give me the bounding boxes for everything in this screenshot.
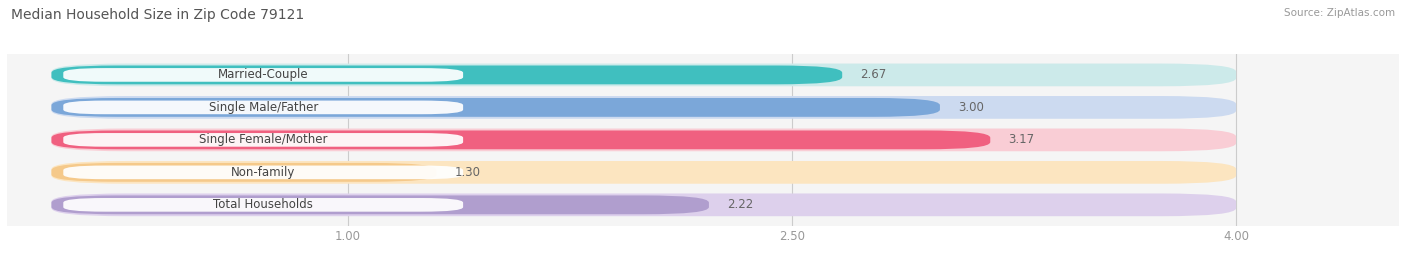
FancyBboxPatch shape bbox=[63, 133, 463, 147]
FancyBboxPatch shape bbox=[52, 63, 1236, 86]
Text: Median Household Size in Zip Code 79121: Median Household Size in Zip Code 79121 bbox=[11, 8, 305, 22]
FancyBboxPatch shape bbox=[52, 195, 709, 214]
Text: 1.30: 1.30 bbox=[454, 166, 481, 179]
FancyBboxPatch shape bbox=[63, 165, 463, 179]
Text: Single Male/Father: Single Male/Father bbox=[208, 101, 318, 114]
Text: 3.00: 3.00 bbox=[957, 101, 984, 114]
Text: Source: ZipAtlas.com: Source: ZipAtlas.com bbox=[1284, 8, 1395, 18]
Text: Total Households: Total Households bbox=[214, 198, 314, 211]
Text: 3.17: 3.17 bbox=[1008, 133, 1035, 146]
FancyBboxPatch shape bbox=[63, 68, 463, 82]
FancyBboxPatch shape bbox=[52, 161, 1236, 184]
FancyBboxPatch shape bbox=[52, 65, 842, 84]
Text: Non-family: Non-family bbox=[231, 166, 295, 179]
FancyBboxPatch shape bbox=[52, 163, 436, 182]
FancyBboxPatch shape bbox=[52, 130, 990, 149]
FancyBboxPatch shape bbox=[52, 129, 1236, 151]
FancyBboxPatch shape bbox=[63, 198, 463, 212]
Text: 2.67: 2.67 bbox=[860, 68, 886, 82]
Text: Single Female/Mother: Single Female/Mother bbox=[200, 133, 328, 146]
FancyBboxPatch shape bbox=[52, 98, 941, 117]
FancyBboxPatch shape bbox=[52, 96, 1236, 119]
Text: 2.22: 2.22 bbox=[727, 198, 754, 211]
FancyBboxPatch shape bbox=[52, 193, 1236, 216]
Text: Married-Couple: Married-Couple bbox=[218, 68, 308, 82]
FancyBboxPatch shape bbox=[63, 101, 463, 114]
